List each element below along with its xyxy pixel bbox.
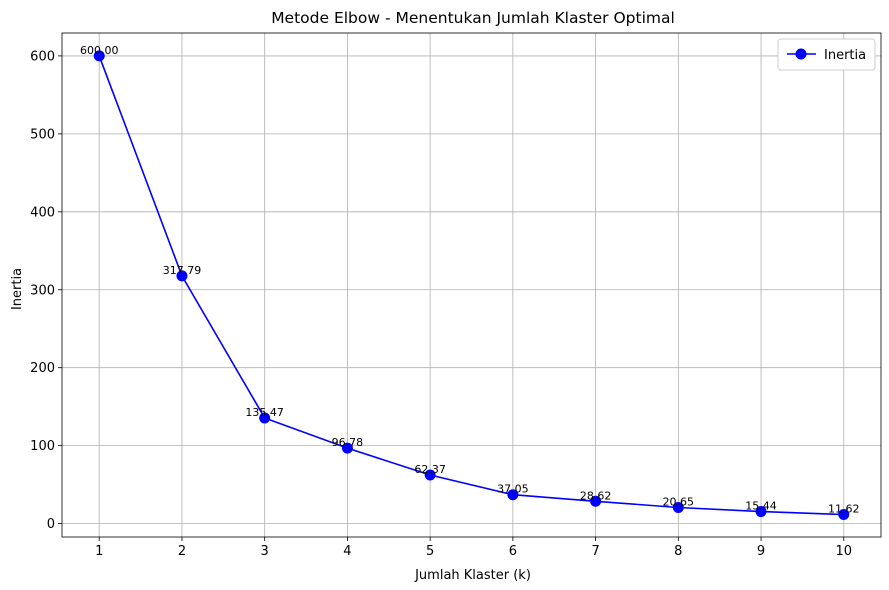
- data-point: [590, 495, 602, 507]
- x-tick-label: 5: [426, 544, 434, 559]
- x-tick-label: 6: [509, 544, 517, 559]
- x-tick-label: 9: [757, 544, 765, 559]
- data-point: [341, 442, 353, 454]
- legend-marker: [795, 48, 807, 60]
- x-tick-label: 10: [835, 544, 852, 559]
- series-line-0: [98, 55, 844, 516]
- data-point: [424, 469, 436, 481]
- legend-label: Inertia: [824, 48, 866, 63]
- series-layer: [93, 50, 850, 521]
- plot-frame: [61, 32, 882, 538]
- data-label: 317.79: [163, 264, 202, 277]
- data-point: [176, 270, 188, 282]
- y-tick-label: 300: [30, 283, 55, 298]
- data-point: [93, 50, 105, 62]
- x-tick-label: 8: [674, 544, 682, 559]
- data-point: [259, 412, 271, 424]
- data-point: [672, 501, 684, 513]
- data-label: 15.44: [745, 500, 777, 513]
- x-tick-label: 7: [591, 544, 599, 559]
- y-tick-label: 100: [30, 439, 55, 454]
- data-point: [507, 489, 519, 501]
- y-axis-label: Inertia: [10, 268, 25, 310]
- x-tick-label: 2: [178, 544, 186, 559]
- x-axis-label: Jumlah Klaster (k): [414, 568, 531, 583]
- data-label: 135.47: [245, 406, 284, 419]
- data-label: 28.62: [580, 489, 612, 502]
- chart-title: Metode Elbow - Menentukan Jumlah Klaster…: [271, 9, 675, 27]
- data-label: 62.37: [414, 463, 446, 476]
- x-tick-label: 4: [343, 544, 351, 559]
- legend-box: [777, 38, 876, 71]
- data-label: 11.62: [828, 503, 860, 516]
- y-tick-label: 0: [47, 517, 55, 532]
- grid-layer: [62, 33, 881, 537]
- y-tick-label: 500: [30, 127, 55, 142]
- x-tick-label: 1: [95, 544, 103, 559]
- data-label: 96.78: [332, 436, 364, 449]
- data-labels-layer: 600.00 317.79 135.47 96.78 62.37 37.05 28.62 20…: [80, 44, 860, 516]
- data-point: [755, 506, 767, 518]
- y-tick-label: 600: [30, 49, 55, 64]
- data-label: 37.05: [497, 483, 529, 496]
- legend: Inertia: [777, 38, 876, 71]
- x-tick-label: 3: [261, 544, 269, 559]
- data-point: [838, 509, 850, 521]
- data-label: 600.00: [80, 44, 119, 57]
- y-tick-label: 400: [30, 205, 55, 220]
- y-tick-label: 200: [30, 361, 55, 376]
- data-label: 20.65: [663, 495, 695, 508]
